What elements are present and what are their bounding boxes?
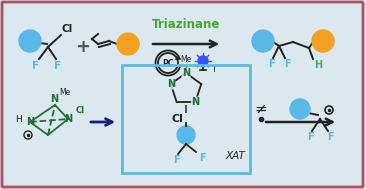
Circle shape — [290, 99, 310, 119]
Text: N: N — [182, 68, 190, 78]
Text: F: F — [55, 61, 61, 71]
Text: N: N — [64, 114, 72, 124]
Circle shape — [252, 30, 274, 52]
Text: T: T — [211, 64, 216, 74]
Text: N: N — [50, 94, 58, 104]
Text: Cl: Cl — [171, 114, 183, 124]
Text: H: H — [314, 60, 322, 70]
Text: Triazinane: Triazinane — [152, 18, 220, 31]
FancyBboxPatch shape — [2, 2, 363, 187]
Text: F: F — [284, 59, 290, 69]
Circle shape — [198, 56, 208, 66]
Circle shape — [312, 30, 334, 52]
Text: XAT: XAT — [225, 151, 245, 161]
Text: Cl: Cl — [62, 24, 73, 34]
Text: Cl: Cl — [76, 106, 85, 115]
Text: F: F — [199, 153, 206, 163]
Text: F: F — [33, 61, 40, 71]
Text: F: F — [327, 132, 333, 142]
Circle shape — [117, 33, 139, 55]
Text: F: F — [173, 155, 179, 165]
Text: Me: Me — [59, 88, 70, 97]
Text: +: + — [75, 38, 90, 56]
Text: F: F — [268, 59, 274, 69]
Text: N: N — [26, 117, 34, 127]
Text: H: H — [15, 115, 22, 123]
Text: N: N — [167, 79, 175, 89]
Text: Me: Me — [180, 55, 192, 64]
Circle shape — [19, 30, 41, 52]
Text: ≠: ≠ — [255, 101, 268, 116]
Text: PC: PC — [162, 59, 174, 67]
Circle shape — [177, 126, 195, 144]
Text: F: F — [307, 132, 313, 142]
Text: N: N — [191, 97, 199, 107]
